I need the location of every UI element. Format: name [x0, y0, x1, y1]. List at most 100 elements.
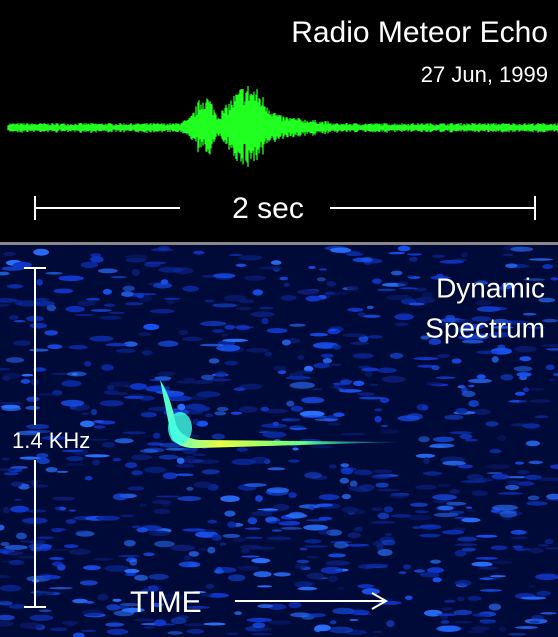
noise-speck	[144, 466, 167, 474]
noise-speck	[106, 628, 129, 635]
noise-speck	[283, 282, 290, 287]
noise-speck	[522, 312, 537, 316]
noise-speck	[143, 323, 160, 331]
noise-speck	[215, 371, 227, 378]
noise-speck	[212, 273, 236, 279]
noise-speck	[386, 294, 413, 301]
noise-speck	[403, 564, 411, 570]
noise-speck	[510, 536, 529, 540]
noise-speck	[188, 551, 200, 557]
noise-speck	[537, 544, 550, 547]
noise-speck	[358, 312, 366, 317]
noise-speck	[53, 288, 74, 294]
noise-speck	[201, 593, 212, 597]
noise-speck	[428, 338, 442, 346]
noise-speck	[193, 481, 212, 488]
noise-speck	[238, 255, 263, 261]
noise-speck	[29, 348, 49, 352]
noise-speck	[491, 326, 514, 329]
noise-speck	[377, 512, 390, 520]
noise-speck	[358, 365, 371, 369]
noise-speck	[472, 613, 491, 617]
noise-speck	[124, 568, 140, 574]
noise-speck	[235, 263, 247, 267]
noise-speck	[182, 285, 199, 292]
noise-speck	[457, 385, 466, 389]
noise-speck	[138, 332, 151, 336]
noise-speck	[212, 303, 238, 308]
noise-speck	[493, 288, 514, 291]
noise-speck	[415, 453, 436, 458]
noise-speck	[479, 589, 503, 592]
noise-speck	[408, 256, 418, 262]
noise-speck	[542, 264, 553, 270]
noise-speck	[109, 381, 132, 387]
noise-speck	[290, 405, 303, 412]
date: 27 Jun, 1999	[421, 62, 548, 87]
noise-speck	[330, 247, 352, 253]
noise-speck	[134, 574, 149, 581]
noise-speck	[80, 629, 97, 633]
noise-speck	[297, 355, 305, 361]
noise-speck	[107, 384, 115, 391]
noise-speck	[115, 348, 136, 353]
noise-speck	[2, 376, 11, 381]
noise-speck	[536, 590, 552, 596]
noise-speck	[104, 565, 130, 572]
noise-speck	[339, 477, 349, 484]
noise-speck	[292, 447, 299, 451]
noise-speck	[419, 524, 442, 530]
noise-speck	[301, 397, 325, 404]
noise-speck	[454, 516, 469, 519]
noise-speck	[415, 484, 437, 490]
noise-speck	[268, 520, 292, 523]
noise-speck	[313, 362, 330, 369]
frequency-scale-bar	[24, 267, 46, 608]
noise-speck	[294, 563, 306, 569]
noise-speck	[490, 545, 508, 551]
noise-speck	[77, 300, 96, 307]
noise-speck	[251, 511, 273, 516]
noise-speck	[374, 416, 382, 423]
noise-speck	[500, 374, 514, 381]
noise-speck	[29, 322, 48, 329]
noise-speck	[14, 498, 22, 501]
noise-speck	[318, 494, 340, 501]
noise-speck	[431, 365, 440, 371]
noise-speck	[381, 375, 406, 383]
noise-speck	[353, 469, 373, 476]
noise-speck	[15, 532, 27, 540]
noise-speck	[389, 352, 403, 359]
noise-speck	[238, 299, 255, 304]
noise-speck	[38, 609, 52, 613]
noise-speck	[544, 547, 558, 550]
noise-speck	[422, 471, 442, 476]
noise-speck	[488, 603, 502, 611]
noise-speck	[515, 626, 538, 629]
noise-speck	[42, 575, 61, 580]
noise-speck	[514, 345, 537, 353]
noise-speck	[529, 399, 552, 403]
noise-speck	[423, 457, 430, 465]
noise-speck	[257, 508, 279, 511]
noise-speck	[380, 424, 389, 428]
noise-speck	[224, 360, 239, 366]
noise-speck	[26, 396, 40, 402]
noise-speck	[308, 265, 316, 270]
time-scale-label: 2 sec	[232, 192, 304, 225]
noise-speck	[399, 287, 419, 290]
noise-speck	[186, 629, 205, 634]
noise-speck	[386, 620, 395, 628]
noise-speck	[314, 624, 331, 632]
noise-speck	[92, 557, 114, 561]
noise-speck	[518, 400, 527, 403]
noise-speck	[474, 280, 489, 286]
noise-speck	[353, 380, 365, 386]
noise-speck	[158, 623, 176, 626]
noise-speck	[262, 431, 287, 438]
noise-speck	[1, 457, 10, 461]
noise-speck	[340, 467, 354, 475]
noise-speck	[503, 320, 512, 324]
noise-speck	[421, 291, 433, 298]
